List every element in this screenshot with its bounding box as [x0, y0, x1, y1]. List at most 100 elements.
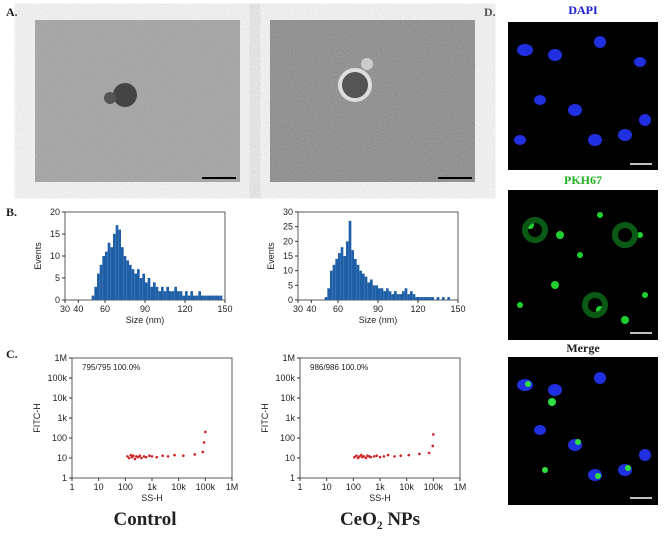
bar — [436, 297, 440, 300]
bar — [217, 295, 220, 300]
bar — [343, 256, 346, 300]
bar — [364, 276, 368, 300]
bar — [362, 273, 365, 300]
point — [140, 456, 143, 460]
bar — [131, 269, 135, 300]
point — [202, 441, 206, 444]
bar — [158, 291, 161, 300]
bar — [391, 294, 394, 300]
bar — [383, 291, 386, 300]
fluorescence-image — [508, 22, 658, 170]
x-tick-label: 40 — [306, 304, 316, 314]
bar — [102, 256, 105, 300]
point — [369, 455, 373, 459]
point — [138, 454, 142, 458]
bar — [97, 273, 100, 300]
y-tick-label: 5 — [55, 273, 60, 283]
bar — [169, 291, 172, 300]
image-label: DAPI — [568, 3, 598, 17]
point — [432, 433, 435, 436]
y-tick-label: 10k — [280, 393, 295, 403]
bar — [378, 288, 381, 300]
point — [173, 453, 176, 457]
bar — [423, 297, 426, 300]
bar — [94, 286, 97, 300]
bar — [161, 286, 164, 300]
bar — [182, 295, 185, 300]
bar — [91, 295, 95, 300]
x-tick-label: 100k — [196, 482, 216, 492]
plot-frame — [71, 357, 233, 479]
y-tick-label: 15 — [283, 251, 293, 261]
y-tick-label: 0 — [55, 295, 60, 305]
bar — [415, 297, 418, 300]
point — [182, 454, 185, 458]
tem-image — [35, 20, 240, 182]
x-tick-label: 10 — [94, 482, 104, 492]
bar — [431, 297, 434, 300]
bar — [147, 278, 151, 300]
y-tick-label: 15 — [50, 229, 60, 239]
bar — [121, 247, 124, 300]
y-tick-label: 5 — [288, 280, 293, 290]
bar — [346, 241, 349, 300]
bar — [340, 247, 344, 300]
bar — [190, 291, 193, 300]
y-tick-label: 10k — [52, 393, 67, 403]
x-tick-label: 60 — [333, 304, 343, 314]
bar — [177, 291, 180, 300]
x-tick-label: 150 — [217, 304, 232, 314]
bar — [410, 291, 413, 300]
point — [148, 454, 151, 458]
annotation: 986/986 100.0% — [310, 363, 368, 372]
bar — [332, 264, 336, 300]
bar — [187, 295, 191, 300]
bar — [407, 294, 410, 300]
x-tick-label: 30 — [60, 304, 70, 314]
y-tick-label: 30 — [283, 207, 293, 217]
bar — [198, 291, 201, 300]
bar — [185, 291, 188, 300]
y-tick-label: 10 — [57, 453, 67, 463]
panel-label: B. — [6, 205, 17, 219]
x-axis-label: Size (nm) — [126, 315, 165, 325]
bar — [348, 220, 352, 300]
y-tick-label: 20 — [283, 236, 293, 246]
bar — [386, 288, 389, 300]
bar — [123, 256, 127, 300]
image-label: PKH67 — [564, 173, 602, 187]
point — [407, 453, 411, 457]
y-tick-label: 1k — [285, 413, 295, 423]
x-tick-label: 90 — [373, 304, 383, 314]
point — [358, 455, 361, 458]
bar — [134, 273, 137, 300]
tem-image — [270, 20, 475, 182]
bar — [219, 295, 223, 300]
bar — [380, 288, 384, 300]
x-tick-label: 100k — [424, 482, 444, 492]
x-tick-label: 1 — [297, 482, 302, 492]
bar — [324, 297, 328, 300]
y-tick-label: 20 — [50, 207, 60, 217]
bar — [372, 285, 376, 300]
bar — [404, 288, 408, 300]
bar — [166, 286, 169, 300]
bar — [412, 294, 416, 300]
point — [132, 454, 135, 458]
point — [204, 430, 207, 434]
y-tick-label: 1M — [282, 353, 295, 363]
y-tick-label: 100k — [275, 373, 295, 383]
bar — [335, 258, 338, 300]
bar — [139, 278, 143, 300]
bar — [163, 291, 167, 300]
bar — [356, 264, 360, 300]
y-tick-label: 25 — [283, 222, 293, 232]
point — [386, 453, 390, 457]
bar — [351, 250, 354, 300]
point — [133, 457, 137, 461]
x-tick-label: 10k — [171, 482, 186, 492]
y-tick-label: 1k — [57, 413, 67, 423]
bar — [153, 282, 156, 300]
bar — [402, 291, 405, 300]
